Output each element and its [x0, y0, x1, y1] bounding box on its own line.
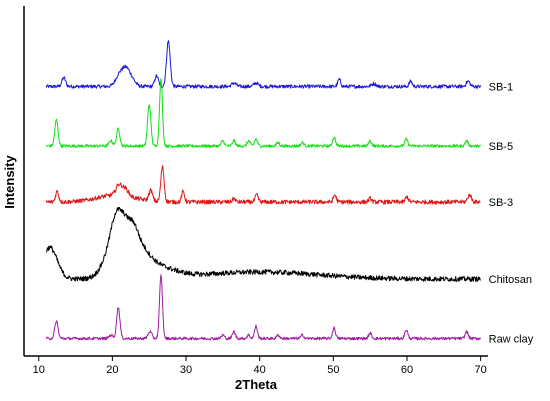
x-tick-label: 60 — [401, 364, 413, 376]
series-line-raw-clay — [45, 274, 481, 341]
x-tick-label: 10 — [33, 364, 45, 376]
x-ticks: 10 20 30 40 50 60 70 — [33, 356, 487, 376]
y-axis-label: Intensity — [2, 155, 17, 209]
x-tick-label: 50 — [327, 364, 339, 376]
series-lines — [45, 40, 481, 341]
series-label: Chitosan — [489, 274, 532, 286]
x-tick-label: 30 — [180, 364, 192, 376]
x-axis-label: 2Theta — [235, 377, 278, 392]
series-labels: SB-1 SB-5 SB-3 Chitosan Raw clay — [489, 82, 534, 346]
series-line-sb-5 — [45, 78, 481, 148]
series-label: SB-3 — [489, 197, 513, 209]
series-label: SB-1 — [489, 82, 513, 94]
series-line-sb-1 — [45, 40, 481, 89]
x-tick-label: 70 — [475, 364, 487, 376]
series-line-chitosan — [45, 206, 481, 282]
x-tick-label: 40 — [254, 364, 266, 376]
series-label: Raw clay — [489, 334, 534, 346]
series-label: SB-5 — [489, 141, 513, 153]
series-line-sb-3 — [45, 165, 481, 205]
x-tick-label: 20 — [106, 364, 118, 376]
